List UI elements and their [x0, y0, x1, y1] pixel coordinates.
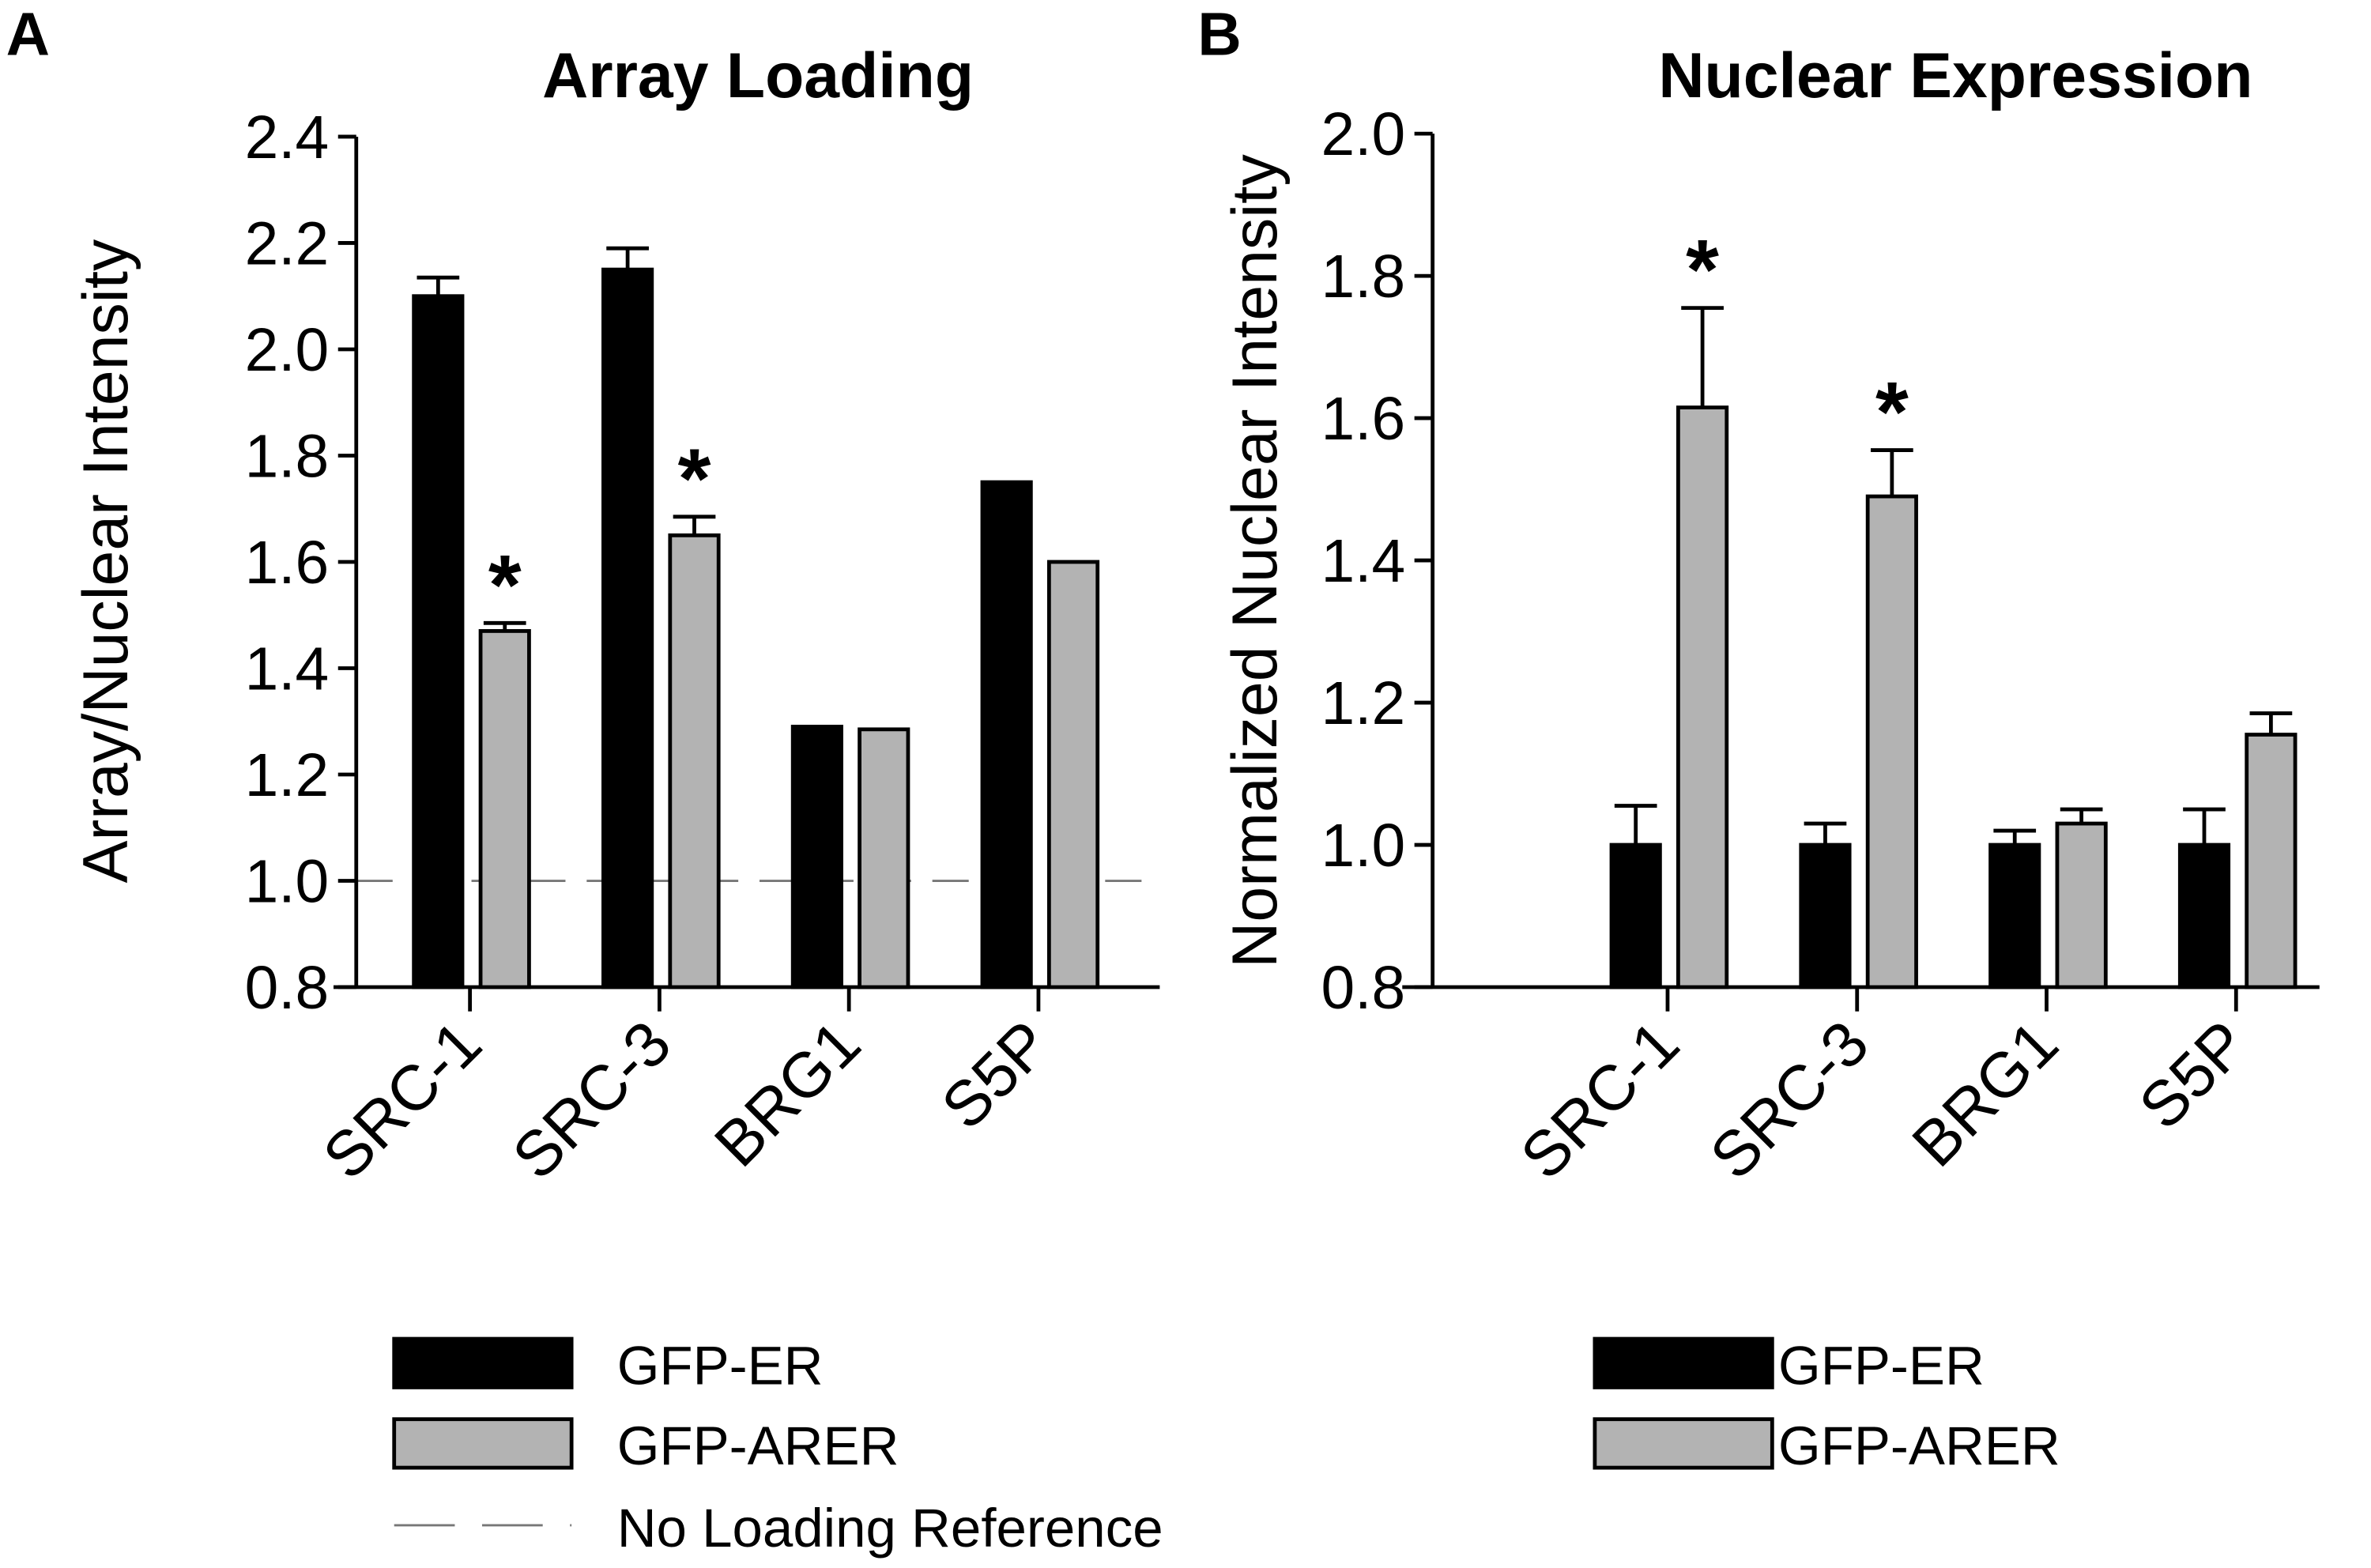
legend-swatch: [1593, 1336, 1774, 1389]
bar-gfp-arer-brg1: [2055, 821, 2108, 989]
y-tick-label: 1.4: [245, 635, 330, 703]
bar-gfp-er-src-1: [1609, 842, 1662, 989]
panel-b: B Nuclear Expression Normalized Nuclear …: [1197, 1, 2320, 1476]
legend-label: GFP-ER: [617, 1335, 824, 1396]
x-tick-label: SRC-3: [1697, 1008, 1883, 1193]
bar-gfp-er-brg1: [790, 725, 843, 989]
bar-gfp-arer-s5p: [2245, 733, 2297, 989]
y-tick-label: 2.4: [245, 104, 330, 172]
bar-gfp-er-s5p: [980, 480, 1033, 989]
y-tick-label: 1.6: [1321, 386, 1405, 453]
chart-title-a: Array Loading: [542, 40, 974, 111]
x-tick-label: SRC-3: [499, 1008, 685, 1193]
x-tick-label: S5P: [2126, 1008, 2261, 1143]
bar-gfp-er-src-3: [601, 267, 654, 989]
x-tick-label: SRC-1: [310, 1008, 496, 1193]
y-tick-label: 1.6: [245, 530, 330, 597]
panel-a: A Array Loading Array/Nuclear Intensity …: [6, 1, 1163, 1558]
panel-label-a: A: [6, 1, 50, 68]
y-tick-label: 1.0: [245, 848, 330, 915]
panel-label-b: B: [1197, 1, 1241, 68]
y-tick-label: 2.0: [245, 317, 330, 384]
legend-label: GFP-ER: [1778, 1335, 1985, 1396]
bar-gfp-er-s5p: [2177, 842, 2231, 989]
x-tick-label: BRG1: [701, 1008, 874, 1181]
x-tick-label: BRG1: [1899, 1008, 2072, 1181]
legend-label: GFP-ARER: [617, 1415, 899, 1476]
significance-marker: *: [1875, 364, 1909, 459]
legend-swatch: [392, 1417, 574, 1470]
legend-label: No Loading Reference: [617, 1497, 1163, 1559]
bar-gfp-arer-s5p: [1046, 560, 1100, 989]
legend-label: GFP-ARER: [1778, 1415, 2060, 1476]
legend-swatch: [392, 1336, 574, 1389]
bar-gfp-arer-brg1: [858, 727, 910, 989]
bar-gfp-er-brg1: [1988, 842, 2041, 989]
bar-gfp-arer-src-1: [1676, 405, 1729, 989]
x-tick-label: SRC-1: [1507, 1008, 1693, 1193]
y-tick-label: 2.0: [1321, 101, 1405, 168]
significance-marker: *: [1686, 222, 1719, 317]
significance-marker: *: [488, 537, 522, 632]
y-tick-label: 1.2: [245, 742, 330, 809]
bar-gfp-arer-src-1: [478, 629, 531, 989]
significance-marker: *: [678, 431, 711, 526]
y-tick-label: 1.2: [1321, 670, 1405, 737]
y-tick-label: 1.8: [1321, 243, 1405, 311]
y-tick-label: 1.4: [1321, 528, 1405, 595]
y-tick-label: 0.8: [245, 955, 330, 1022]
y-axis-label-b: Normalized Nuclear Intensity: [1219, 154, 1291, 968]
y-tick-label: 1.0: [1321, 812, 1405, 880]
x-tick-label: S5P: [929, 1008, 1064, 1143]
bar-gfp-er-src-3: [1799, 842, 1852, 989]
y-tick-label: 1.8: [245, 423, 330, 490]
bar-gfp-arer-src-3: [1865, 494, 1918, 989]
bar-gfp-er-src-1: [412, 294, 465, 989]
chart-title-b: Nuclear Expression: [1658, 40, 2252, 111]
bar-gfp-arer-src-3: [668, 533, 721, 989]
y-tick-label: 0.8: [1321, 955, 1405, 1022]
y-axis-label-a: Array/Nuclear Intensity: [70, 239, 141, 883]
y-tick-label: 2.2: [245, 210, 330, 277]
legend-swatch: [1593, 1417, 1774, 1470]
